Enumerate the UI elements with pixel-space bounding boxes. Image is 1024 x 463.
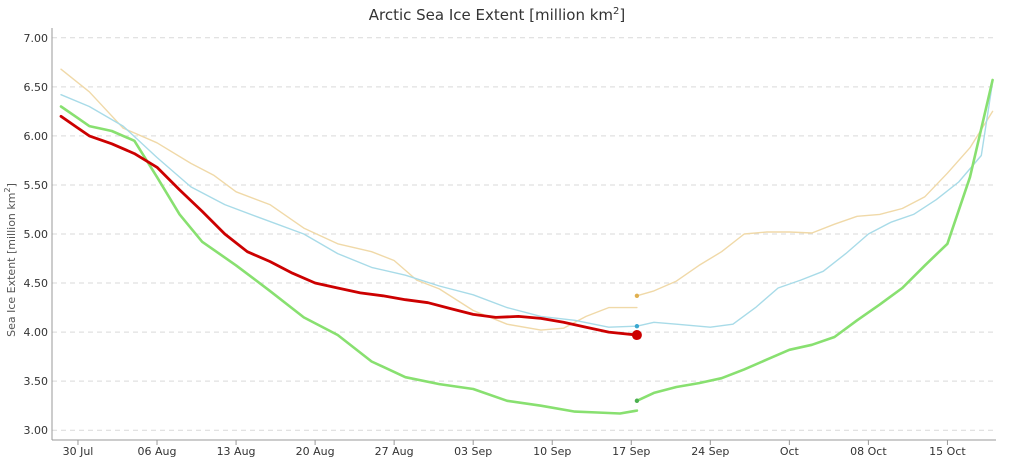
x-tick-label: 20 Aug	[296, 445, 335, 458]
y-tick-label: 3.50	[24, 375, 49, 388]
series-line	[59, 105, 639, 415]
x-tick-label: 06 Aug	[138, 445, 177, 458]
series-line	[60, 93, 638, 328]
y-axis-title-superscript: 2	[3, 187, 12, 192]
x-tick-label: Oct	[780, 445, 800, 458]
series-line	[636, 110, 994, 297]
series-end-marker	[634, 324, 640, 329]
x-tick-label: 10 Sep	[533, 445, 571, 458]
series-lines	[59, 68, 994, 415]
y-tick-label: 5.50	[24, 179, 49, 192]
y-axis-title-main: Sea Ice Extent [million km	[5, 193, 18, 337]
y-axis-title: Sea Ice Extent [million km2]	[3, 183, 18, 337]
x-tick-label: 08 Oct	[850, 445, 887, 458]
grid-lines	[52, 37, 996, 431]
y-tick-label: 3.00	[24, 424, 49, 437]
chart-title-close: ]	[619, 6, 625, 24]
y-tick-label: 6.00	[24, 130, 49, 143]
chart-title-superscript: 2	[613, 6, 619, 17]
x-tick-label: 03 Sep	[454, 445, 492, 458]
x-tick-label: 15 Oct	[929, 445, 966, 458]
y-tick-label: 4.00	[24, 326, 49, 339]
x-tick-label: 17 Sep	[612, 445, 650, 458]
series-line	[636, 81, 994, 328]
x-tick-label: 24 Sep	[691, 445, 729, 458]
series-end-marker	[631, 330, 642, 341]
y-tick-label: 6.50	[24, 81, 49, 94]
y-axis-title-close: ]	[5, 183, 18, 187]
x-tick-label: 30 Jul	[63, 445, 94, 458]
y-tick-label: 5.00	[24, 228, 49, 241]
series-line	[60, 68, 638, 331]
series-end-marker	[634, 398, 640, 403]
chart-title-main: Arctic Sea Ice Extent [million km	[369, 6, 613, 24]
series-line	[635, 78, 994, 403]
axes: 3.00 3.50 4.00 4.50 5.00 5.50 6.00 6.50 7.00 30 J…	[24, 28, 996, 458]
series-end-marker	[634, 293, 640, 298]
series-line	[59, 114, 639, 337]
y-tick-label: 7.00	[24, 32, 49, 45]
chart-title: Arctic Sea Ice Extent [million km2]	[369, 6, 626, 24]
x-tick-label: 27 Aug	[375, 445, 414, 458]
y-tick-label: 4.50	[24, 277, 49, 290]
end-markers	[631, 293, 642, 403]
x-tick-label: 13 Aug	[217, 445, 256, 458]
